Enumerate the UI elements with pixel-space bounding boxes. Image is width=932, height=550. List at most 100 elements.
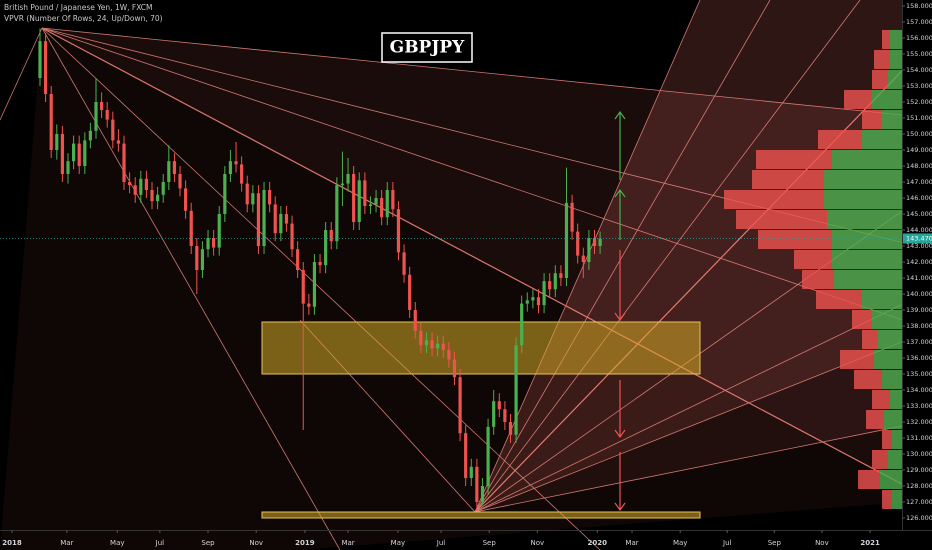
fan-line xyxy=(41,27,341,550)
candle-body xyxy=(301,270,305,304)
candle-body xyxy=(464,433,468,478)
vp-up xyxy=(892,430,902,449)
vp-up xyxy=(882,370,902,389)
vp-down xyxy=(844,90,872,109)
candle-body xyxy=(357,180,361,222)
candle-body xyxy=(436,343,440,349)
fan-line xyxy=(474,39,932,513)
candle-body xyxy=(217,214,221,248)
y-tick-label: 140.000 xyxy=(906,290,932,298)
candle-body xyxy=(548,281,552,290)
candle-body xyxy=(559,273,563,278)
candle-body xyxy=(223,174,227,214)
vp-up xyxy=(832,150,902,169)
candle-body xyxy=(536,297,541,306)
candle-body xyxy=(116,140,121,144)
vp-up xyxy=(872,310,902,329)
last-price-box xyxy=(903,233,932,244)
candle-body xyxy=(290,223,294,250)
x-tick-label: Mar xyxy=(60,539,73,547)
y-tick-label: 138.000 xyxy=(906,322,932,330)
candle-body xyxy=(105,110,109,120)
x-tick-label: Sep xyxy=(483,539,497,547)
candle-body xyxy=(503,409,507,422)
vp-down xyxy=(858,470,880,489)
vp-down xyxy=(816,290,862,309)
candle-body xyxy=(122,143,126,182)
candle-body xyxy=(312,262,317,307)
candle-body xyxy=(139,178,143,195)
candle-body xyxy=(100,102,104,110)
y-tick-label: 133.000 xyxy=(906,402,932,410)
fan-line xyxy=(474,0,771,513)
symbol-info: British Pound / Japanese Yen, 1W, FXCM xyxy=(4,3,153,12)
candle-body xyxy=(497,401,501,410)
fan-line xyxy=(41,27,932,331)
indicator-info: VPVR (Number Of Rows, 24, Up/Down, 70) xyxy=(4,14,163,23)
vp-down xyxy=(756,150,832,169)
y-tick-label: 135.000 xyxy=(906,370,932,378)
x-tick-label: 2018 xyxy=(2,539,22,547)
y-tick-label: 148.000 xyxy=(906,162,932,170)
vp-up xyxy=(874,350,902,369)
candle-body xyxy=(486,426,490,486)
vp-up xyxy=(892,490,902,509)
candle-body xyxy=(71,143,76,162)
x-tick-label: Jul xyxy=(436,539,446,547)
x-tick-label: May xyxy=(391,539,405,547)
candle-body xyxy=(161,182,165,195)
candle-body xyxy=(335,185,339,242)
y-tick-label: 157.000 xyxy=(906,18,932,26)
arrow-down xyxy=(614,380,626,439)
candle-body xyxy=(363,180,367,206)
vp-down xyxy=(840,350,874,369)
vp-up xyxy=(882,110,902,129)
y-tick-label: 154.000 xyxy=(906,66,932,74)
vp-down xyxy=(758,230,832,249)
candle-body xyxy=(587,238,591,262)
candle-body xyxy=(144,178,149,190)
candle-body xyxy=(212,238,216,248)
candle-body xyxy=(396,209,401,253)
y-tick-label: 131.000 xyxy=(906,434,932,442)
candle-body xyxy=(329,230,333,242)
candle-body xyxy=(542,281,546,306)
price-axis xyxy=(902,0,932,530)
arrow-down xyxy=(614,452,626,512)
vp-up xyxy=(872,90,902,109)
y-tick-label: 158.000 xyxy=(906,2,932,10)
candle-body xyxy=(385,190,389,218)
y-tick-label: 151.000 xyxy=(906,114,932,122)
candle-body xyxy=(368,204,373,206)
candle-body xyxy=(581,255,585,262)
x-tick-label: Sep xyxy=(201,539,215,547)
candle-body xyxy=(262,190,266,246)
candle-body xyxy=(111,119,115,141)
candle-body xyxy=(419,330,423,346)
candle-body xyxy=(592,238,597,246)
x-tick-label: Mar xyxy=(341,539,354,547)
vp-up xyxy=(890,390,902,409)
candle-body xyxy=(133,185,137,195)
candle-body xyxy=(374,198,378,205)
y-tick-label: 136.000 xyxy=(906,354,932,362)
x-tick-label: 2019 xyxy=(295,539,315,547)
candle-body xyxy=(525,300,529,304)
candle-body xyxy=(38,41,42,78)
candle-body xyxy=(458,377,462,434)
candle-body xyxy=(402,252,406,275)
vp-down xyxy=(852,310,872,329)
candle-body xyxy=(228,161,233,174)
y-tick-label: 141.000 xyxy=(906,274,932,282)
candle-body xyxy=(245,183,249,205)
x-tick-label: May xyxy=(110,539,124,547)
y-tick-label: 150.000 xyxy=(906,130,932,138)
arrow-up xyxy=(614,110,626,180)
y-tick-label: 137.000 xyxy=(906,338,932,346)
x-tick-label: Nov xyxy=(531,539,545,547)
arrow-up xyxy=(614,188,626,240)
y-tick-label: 143.000 xyxy=(906,242,932,250)
y-tick-label: 142.000 xyxy=(906,258,932,266)
